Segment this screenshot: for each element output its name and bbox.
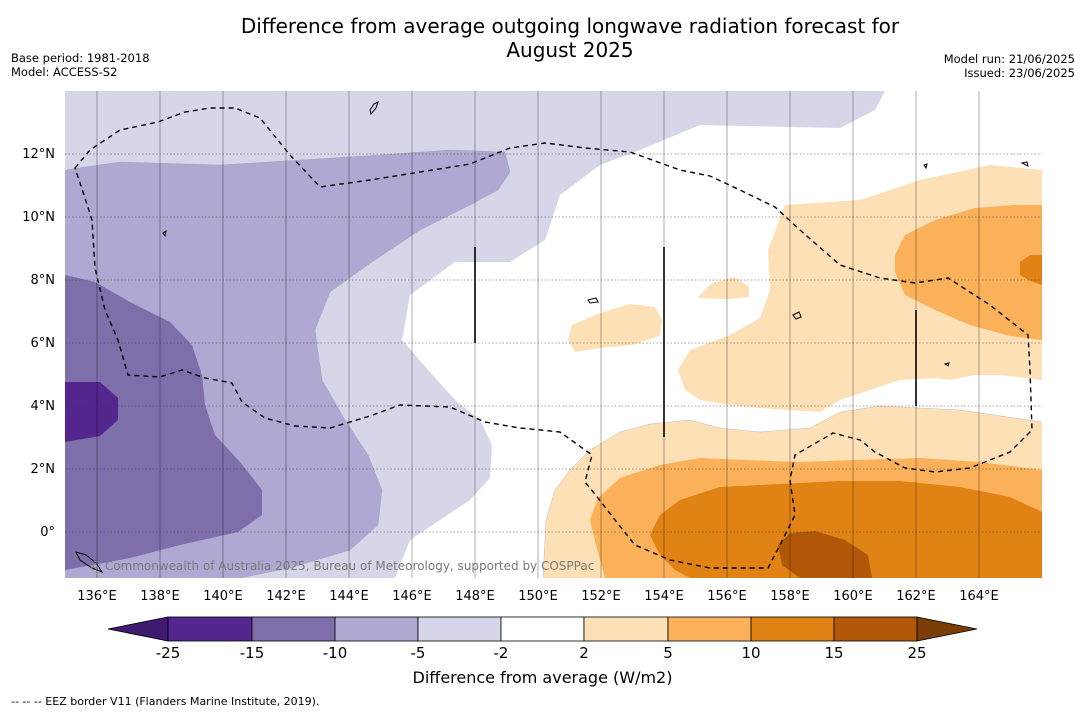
lon-label: 142°E	[266, 589, 306, 604]
contour-pos-15-25	[778, 531, 872, 578]
colorbar-segment	[667, 616, 752, 642]
lon-label: 146°E	[392, 589, 432, 604]
contour-neg-15-25	[65, 382, 118, 442]
colorbar-arrow-high	[916, 616, 978, 642]
colorbar-segment	[417, 616, 502, 642]
lat-label: 6°N	[31, 336, 56, 351]
colorbar-segment	[583, 616, 669, 642]
contour-neg-10-15	[65, 275, 262, 570]
chart-title: Difference from average outgoing longwav…	[170, 14, 970, 62]
lon-label: 152°E	[581, 589, 621, 604]
boundary-lines	[474, 247, 917, 437]
colorbar-tick: 2	[579, 644, 589, 662]
colorbar-tick: -10	[323, 644, 348, 662]
lon-label: 144°E	[329, 589, 369, 604]
lon-label: 136°E	[77, 589, 117, 604]
base-period: Base period: 1981-2018	[11, 51, 150, 65]
meta-left: Base period: 1981-2018 Model: ACCESS-S2	[11, 51, 150, 79]
lon-label: 140°E	[203, 589, 243, 604]
lat-label: 0°	[40, 525, 55, 540]
model-run: Model run: 21/06/2025	[943, 52, 1075, 66]
islands	[75, 101, 1029, 574]
colorbar-ticks: -25 -15 -10 -5 -2 2 5 10 15 25	[156, 644, 927, 662]
lon-label: 154°E	[644, 589, 684, 604]
contour-pos-10-15	[650, 255, 1042, 578]
colorbar-segment	[750, 616, 835, 642]
lon-label: 160°E	[833, 589, 873, 604]
colorbar-segment	[833, 616, 918, 642]
eez-borders	[74, 107, 1033, 569]
lon-label: 164°E	[959, 589, 999, 604]
issued-date: Issued: 23/06/2025	[964, 66, 1075, 80]
colorbar-tick: -15	[240, 644, 265, 662]
colorbar-tick: 15	[824, 644, 843, 662]
lon-label: 162°E	[896, 589, 936, 604]
colorbar-tick: -2	[494, 644, 509, 662]
eez-footnote: -- -- -- EEZ border V11 (Flanders Marine…	[11, 695, 320, 708]
colorbar-tick: 25	[907, 644, 926, 662]
lat-axis-labels: 12°N 10°N 8°N 6°N 4°N 2°N 0°	[22, 147, 55, 540]
lon-label: 148°E	[455, 589, 495, 604]
colorbar-segment	[334, 616, 419, 642]
lat-label: 4°N	[31, 399, 56, 414]
lon-label: 138°E	[140, 589, 180, 604]
copyright-notice: © Commonwealth of Australia 2025, Bureau…	[89, 559, 594, 573]
colorbar-label: Difference from average (W/m2)	[412, 668, 673, 687]
title-line-2: August 2025	[506, 38, 634, 62]
lon-axis-labels: 136°E 138°E 140°E 142°E 144°E 146°E 148°…	[77, 589, 999, 604]
model-name: Model: ACCESS-S2	[11, 65, 118, 79]
lon-label: 150°E	[518, 589, 558, 604]
colorbar-segment	[167, 616, 253, 642]
colorbar-tick: -25	[156, 644, 181, 662]
lat-label: 12°N	[22, 147, 55, 162]
colorbar-tick: 5	[663, 644, 673, 662]
colorbar-segment	[500, 616, 585, 642]
colorbar-tick: 10	[741, 644, 760, 662]
lat-label: 8°N	[31, 273, 56, 288]
colorbar-arrow-low	[107, 616, 169, 642]
lat-label: 10°N	[22, 210, 55, 225]
lat-label: 2°N	[31, 462, 56, 477]
meta-right: Model run: 21/06/2025 Issued: 23/06/2025	[944, 52, 1075, 80]
title-line-1: Difference from average outgoing longwav…	[240, 14, 900, 38]
lon-label: 158°E	[770, 589, 810, 604]
contour-edges	[65, 149, 1042, 578]
colorbar-segment	[251, 616, 336, 642]
lon-label: 156°E	[707, 589, 747, 604]
colorbar	[107, 616, 978, 642]
map-area: © Commonwealth of Australia 2025, Bureau…	[65, 91, 1042, 578]
colorbar-tick: -5	[411, 644, 426, 662]
